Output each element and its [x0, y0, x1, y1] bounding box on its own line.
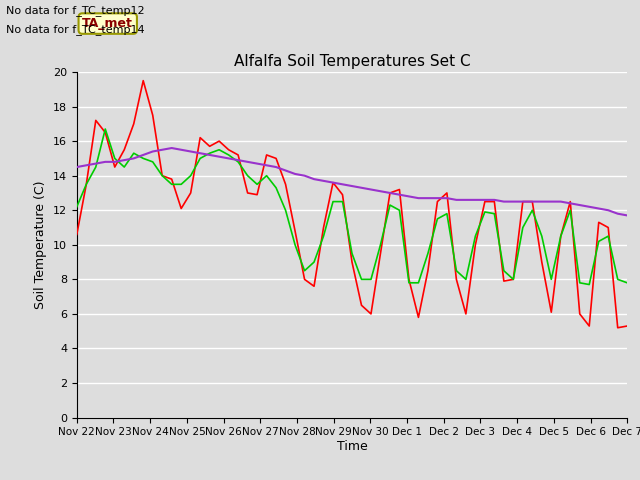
Text: No data for f_TC_temp12: No data for f_TC_temp12 [6, 5, 145, 16]
X-axis label: Time: Time [337, 440, 367, 453]
Y-axis label: Soil Temperature (C): Soil Temperature (C) [35, 180, 47, 309]
Text: TA_met: TA_met [83, 17, 133, 30]
Title: Alfalfa Soil Temperatures Set C: Alfalfa Soil Temperatures Set C [234, 54, 470, 70]
Text: No data for f_TC_temp14: No data for f_TC_temp14 [6, 24, 145, 35]
